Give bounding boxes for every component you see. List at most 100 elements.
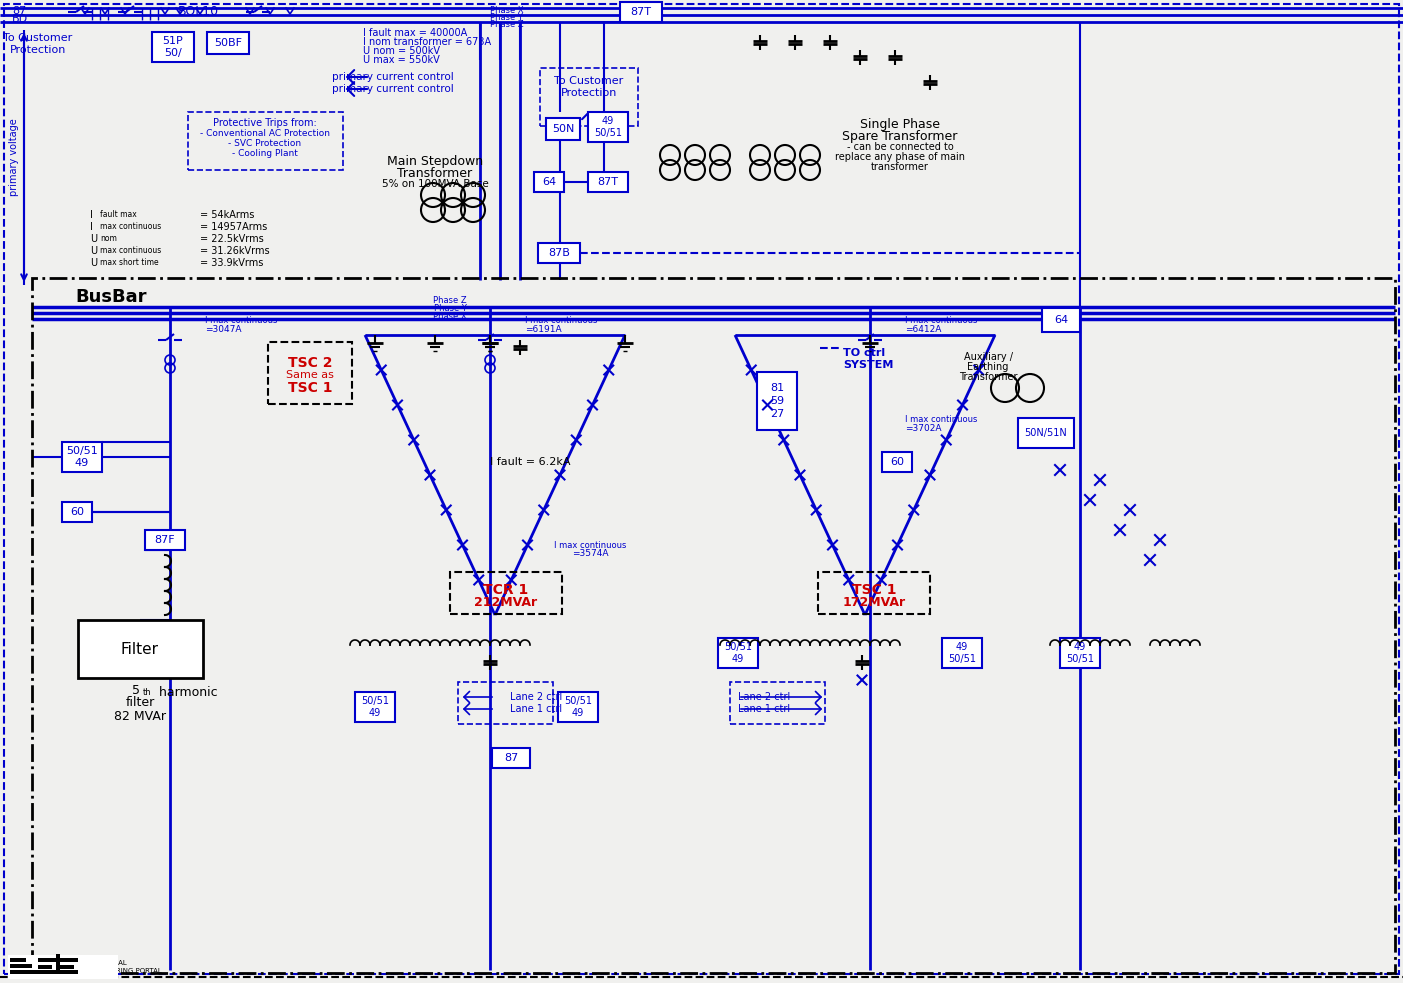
Text: 64: 64	[542, 177, 556, 187]
Bar	[620, 2, 662, 22]
Text: 50N/51N: 50N/51N	[1024, 428, 1068, 438]
Text: filter: filter	[125, 697, 154, 710]
Bar	[188, 112, 342, 170]
Text: 5: 5	[132, 683, 140, 697]
Text: Protective Trips from:: Protective Trips from:	[213, 118, 317, 128]
Bar	[60, 970, 79, 974]
Bar	[10, 958, 27, 962]
Bar	[1019, 418, 1075, 448]
Bar	[535, 172, 564, 192]
Text: =6412A: =6412A	[905, 325, 941, 334]
Bar	[10, 970, 38, 974]
Bar	[10, 964, 32, 968]
Text: primary current control: primary current control	[333, 72, 455, 82]
Text: TO ctrl: TO ctrl	[843, 348, 885, 358]
Bar	[818, 572, 930, 614]
Bar	[62, 442, 102, 472]
Text: 87T: 87T	[630, 7, 651, 17]
Bar	[79, 620, 203, 678]
Text: replace any phase of main: replace any phase of main	[835, 152, 965, 162]
Text: 82 MVAr: 82 MVAr	[114, 710, 166, 723]
Text: U: U	[90, 234, 97, 244]
Text: Transformer: Transformer	[958, 372, 1017, 382]
Text: 60: 60	[890, 457, 904, 467]
Text: transformer: transformer	[871, 162, 929, 172]
Text: To Customer: To Customer	[3, 33, 73, 43]
Text: 212MVAr: 212MVAr	[474, 596, 537, 609]
Text: 50/: 50/	[164, 48, 182, 58]
Bar	[882, 452, 912, 472]
Bar	[457, 682, 553, 724]
Text: 5% on 100MVA Base: 5% on 100MVA Base	[382, 179, 488, 189]
Text: TCR 1: TCR 1	[484, 583, 529, 597]
Text: 49: 49	[572, 708, 584, 718]
Text: Protection: Protection	[561, 88, 617, 98]
Text: Transformer: Transformer	[397, 167, 473, 180]
Text: 51P: 51P	[163, 35, 184, 45]
Text: I fault max = 40000A: I fault max = 40000A	[363, 28, 467, 38]
Text: BusBar: BusBar	[74, 288, 146, 306]
Text: BD: BD	[13, 14, 28, 24]
Text: harmonic: harmonic	[154, 685, 217, 699]
Bar	[268, 342, 352, 404]
Bar	[492, 748, 530, 768]
Text: 50/51: 50/51	[724, 643, 752, 653]
Text: Phase Z: Phase Z	[434, 296, 467, 305]
Text: primary current control: primary current control	[333, 84, 455, 94]
Text: =6191A: =6191A	[525, 325, 561, 334]
Text: U nom = 500kV: U nom = 500kV	[363, 46, 441, 56]
Text: max continuous: max continuous	[100, 246, 161, 255]
Text: I max continuous: I max continuous	[525, 316, 598, 325]
Text: 49: 49	[602, 116, 615, 127]
Text: =3702A: =3702A	[905, 424, 941, 433]
Text: SYSTEM: SYSTEM	[843, 360, 894, 370]
Text: 50/51: 50/51	[1066, 654, 1094, 664]
Text: Filter: Filter	[121, 643, 159, 658]
Text: 50BF: 50BF	[215, 38, 241, 48]
Text: = 14957Arms: = 14957Arms	[201, 222, 267, 232]
Text: 50/51: 50/51	[948, 654, 976, 664]
Bar	[537, 243, 579, 263]
Text: TSC 1: TSC 1	[852, 583, 897, 597]
Text: max short time: max short time	[100, 258, 159, 267]
Text: - Cooling Plant: - Cooling Plant	[231, 149, 297, 158]
Text: 27: 27	[770, 409, 784, 419]
Bar	[1061, 638, 1100, 668]
Text: I max continuous: I max continuous	[905, 316, 978, 325]
Text: th: th	[143, 688, 152, 697]
Text: =3574A: =3574A	[572, 549, 609, 558]
Bar	[730, 682, 825, 724]
Text: Phase X: Phase X	[434, 312, 467, 321]
Bar	[558, 692, 598, 722]
Bar	[540, 68, 638, 126]
Text: - Conventional AC Protection: - Conventional AC Protection	[201, 129, 330, 138]
Text: = 54kArms: = 54kArms	[201, 210, 254, 220]
Text: Lane 1 ctrl: Lane 1 ctrl	[511, 704, 563, 714]
Text: 50/51: 50/51	[564, 696, 592, 707]
Bar	[145, 530, 185, 550]
Text: Auxiliary /: Auxiliary /	[964, 352, 1013, 362]
Text: 49: 49	[369, 708, 382, 718]
Text: 64: 64	[1054, 315, 1068, 325]
Text: I max continuous: I max continuous	[205, 316, 278, 325]
Text: I fault = 6.2kA: I fault = 6.2kA	[490, 457, 570, 467]
Bar	[38, 958, 56, 962]
Text: U: U	[90, 258, 97, 268]
Text: 50N: 50N	[551, 124, 574, 134]
Text: Earthing: Earthing	[967, 362, 1009, 372]
Text: TSC 2: TSC 2	[288, 356, 333, 370]
Text: Phase Y: Phase Y	[490, 13, 523, 22]
Text: Phase Y: Phase Y	[434, 304, 467, 313]
Bar	[450, 572, 563, 614]
Bar	[60, 965, 74, 969]
Text: primary voltage: primary voltage	[8, 118, 20, 196]
Text: fault max: fault max	[100, 210, 136, 219]
Text: max continuous: max continuous	[100, 222, 161, 231]
Text: - SVC Protection: - SVC Protection	[229, 139, 302, 148]
Text: =3047A: =3047A	[205, 325, 241, 334]
Text: 50/51: 50/51	[593, 128, 622, 138]
Text: To Customer: To Customer	[554, 76, 623, 86]
Bar	[152, 32, 194, 62]
Text: - can be connected to: - can be connected to	[846, 142, 954, 152]
Text: 49: 49	[74, 458, 90, 469]
